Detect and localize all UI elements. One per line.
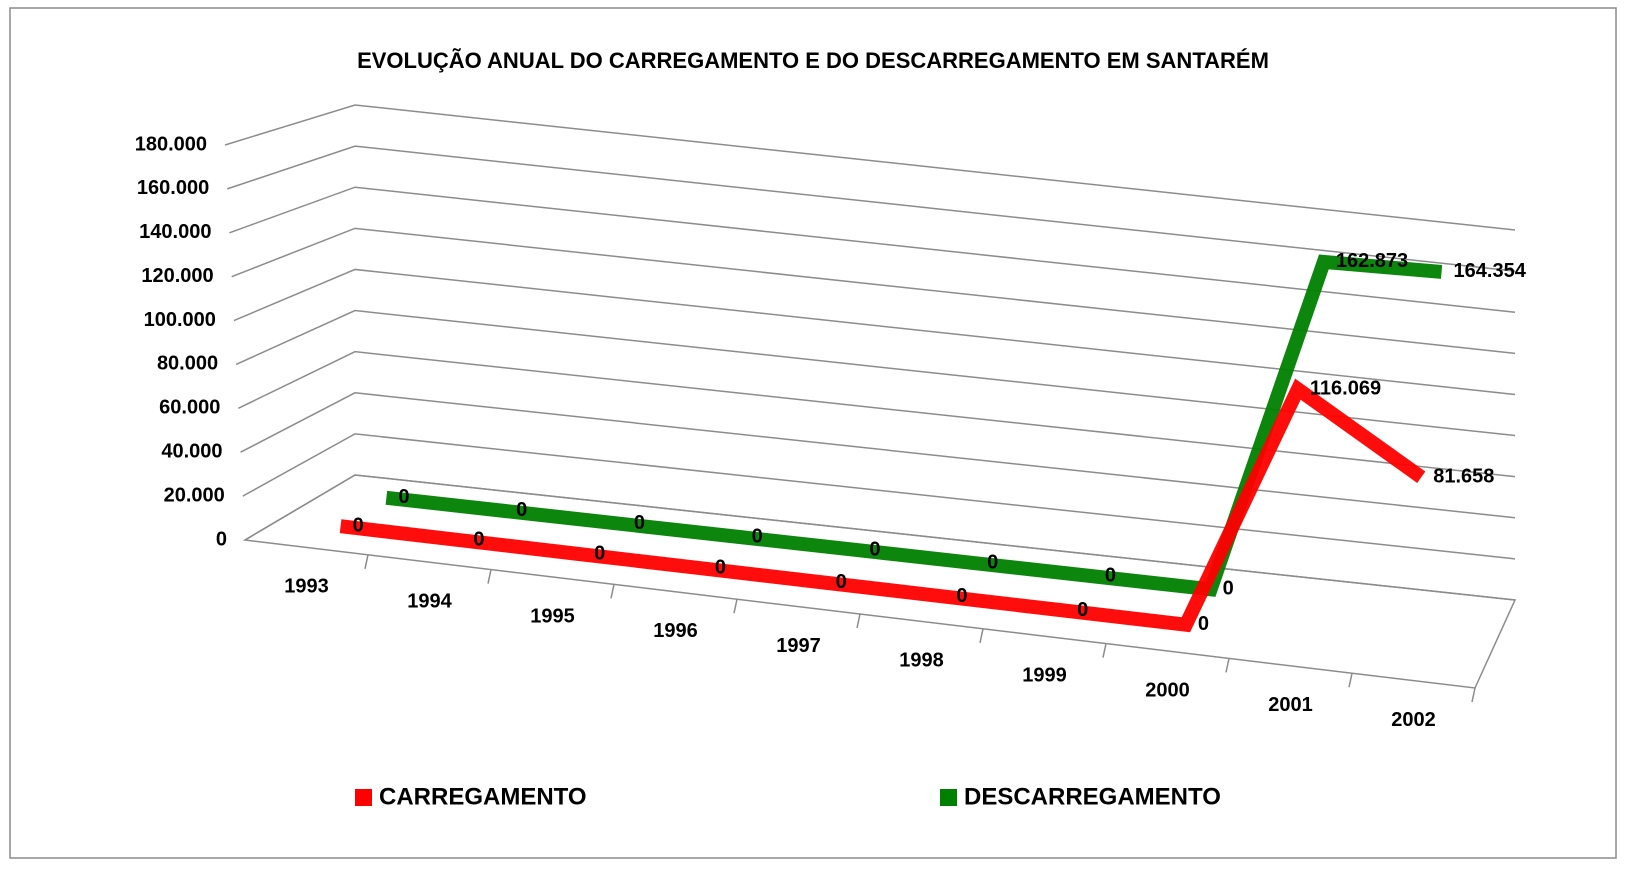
data-label: 0 bbox=[869, 538, 880, 560]
y-tick-label: 20.000 bbox=[164, 484, 225, 506]
legend-swatch bbox=[940, 789, 957, 806]
x-tick-label: 1997 bbox=[776, 635, 821, 657]
y-tick-label: 60.000 bbox=[159, 397, 220, 419]
data-label: 0 bbox=[752, 525, 763, 547]
x-tick-label: 2001 bbox=[1268, 694, 1313, 716]
data-label: 0 bbox=[634, 512, 645, 534]
series-ribbon bbox=[385, 254, 1443, 597]
chart-title: EVOLUÇÃO ANUAL DO CARREGAMENTO E DO DESC… bbox=[357, 48, 1269, 73]
y-tick-label: 40.000 bbox=[161, 441, 222, 463]
data-label: 0 bbox=[1198, 613, 1209, 635]
data-label: 0 bbox=[836, 571, 847, 593]
x-tick bbox=[979, 628, 984, 643]
x-tick-label: 1996 bbox=[653, 620, 698, 642]
series-ribbon bbox=[339, 378, 1426, 633]
x-tick-label: 1998 bbox=[899, 650, 944, 672]
data-label: 0 bbox=[516, 499, 527, 521]
data-label: 0 bbox=[715, 557, 726, 579]
grid-line bbox=[238, 350, 1516, 478]
data-label: 81.658 bbox=[1433, 466, 1494, 488]
x-tick-label: 1999 bbox=[1022, 664, 1067, 686]
x-tick bbox=[733, 599, 738, 614]
x-tick bbox=[610, 584, 615, 599]
y-tick-label: 0 bbox=[216, 528, 227, 550]
x-tick-label: 2002 bbox=[1391, 709, 1436, 731]
grid-line bbox=[226, 145, 1516, 272]
x-tick bbox=[1102, 643, 1107, 658]
chart-frame bbox=[9, 7, 1617, 859]
data-label: 0 bbox=[473, 529, 484, 551]
data-label: 0 bbox=[956, 585, 967, 607]
data-label: 0 bbox=[1223, 578, 1234, 600]
data-label: 0 bbox=[353, 515, 364, 537]
data-label: 0 bbox=[594, 543, 605, 565]
grid-line bbox=[244, 474, 1516, 601]
legend-swatch bbox=[355, 789, 372, 806]
data-label: 0 bbox=[398, 486, 409, 508]
data-label: 0 bbox=[987, 551, 998, 573]
x-tick-label: 1993 bbox=[284, 576, 329, 598]
grid-line bbox=[233, 268, 1516, 396]
legend-label: CARREGAMENTO bbox=[379, 783, 587, 810]
grid-line bbox=[235, 309, 1516, 437]
x-tick bbox=[1225, 658, 1230, 673]
x-tick bbox=[1348, 673, 1353, 688]
y-tick-label: 140.000 bbox=[139, 221, 211, 243]
grid-line bbox=[224, 104, 1516, 231]
y-tick-label: 100.000 bbox=[144, 309, 216, 331]
grid-line bbox=[231, 227, 1516, 355]
grid-line bbox=[240, 392, 1516, 519]
y-tick-label: 180.000 bbox=[135, 133, 207, 155]
data-label: 116.069 bbox=[1310, 377, 1381, 399]
x-tick bbox=[856, 613, 861, 629]
data-label: 162.873 bbox=[1336, 250, 1408, 272]
x-tick bbox=[487, 569, 492, 584]
y-tick-label: 80.000 bbox=[157, 353, 218, 375]
x-tick-label: 2000 bbox=[1145, 679, 1190, 701]
grid-line bbox=[242, 433, 1516, 560]
legend-label: DESCARREGAMENTO bbox=[964, 783, 1221, 810]
grid-line bbox=[229, 186, 1516, 313]
x-tick bbox=[364, 554, 369, 569]
y-tick-label: 160.000 bbox=[137, 177, 209, 199]
data-label: 164.354 bbox=[1454, 260, 1527, 282]
data-label: 0 bbox=[1077, 599, 1088, 621]
x-tick-label: 1995 bbox=[530, 605, 575, 627]
x-tick-label: 1994 bbox=[407, 590, 452, 612]
data-label: 0 bbox=[1105, 565, 1116, 587]
x-tick bbox=[1471, 687, 1476, 703]
y-tick-label: 120.000 bbox=[141, 265, 213, 287]
